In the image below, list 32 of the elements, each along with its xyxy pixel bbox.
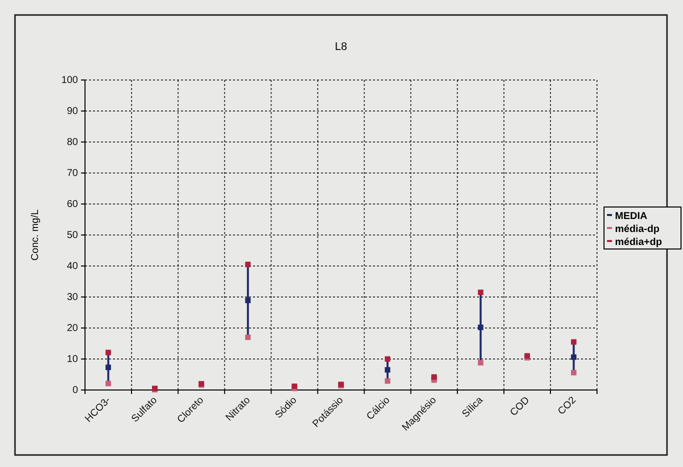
y-tick-label: 100 — [61, 75, 78, 86]
point — [478, 324, 484, 330]
point — [478, 290, 484, 296]
point — [570, 339, 576, 345]
x-tick-label: CO2 — [556, 394, 579, 418]
point — [384, 378, 390, 384]
y-tick-label: 80 — [66, 137, 78, 148]
point — [106, 350, 112, 356]
y-tick-label: 90 — [66, 106, 78, 118]
legend-label: média-dp — [615, 224, 660, 235]
y-tick-label: 70 — [66, 168, 78, 180]
point — [106, 380, 112, 386]
point — [384, 367, 390, 373]
y-tick-label: 20 — [66, 323, 78, 334]
point — [106, 364, 112, 370]
chart-title: L8 — [334, 41, 348, 53]
y-tick-label: 60 — [66, 199, 78, 210]
y-tick-label: 30 — [66, 292, 78, 304]
legend-label: MEDIA — [615, 211, 648, 222]
point — [478, 360, 484, 366]
point — [570, 354, 576, 360]
point — [570, 370, 576, 376]
y-tick-label: 10 — [66, 354, 78, 366]
y-axis-title: Conc. mg/L — [30, 209, 41, 261]
y-tick-label: 40 — [66, 261, 78, 272]
point — [245, 298, 251, 304]
point — [384, 356, 390, 362]
legend-label: média+dp — [615, 237, 662, 248]
point — [245, 262, 251, 268]
point — [245, 334, 251, 340]
y-tick-label: 50 — [66, 230, 78, 242]
y-tick-label: 0 — [72, 385, 78, 396]
